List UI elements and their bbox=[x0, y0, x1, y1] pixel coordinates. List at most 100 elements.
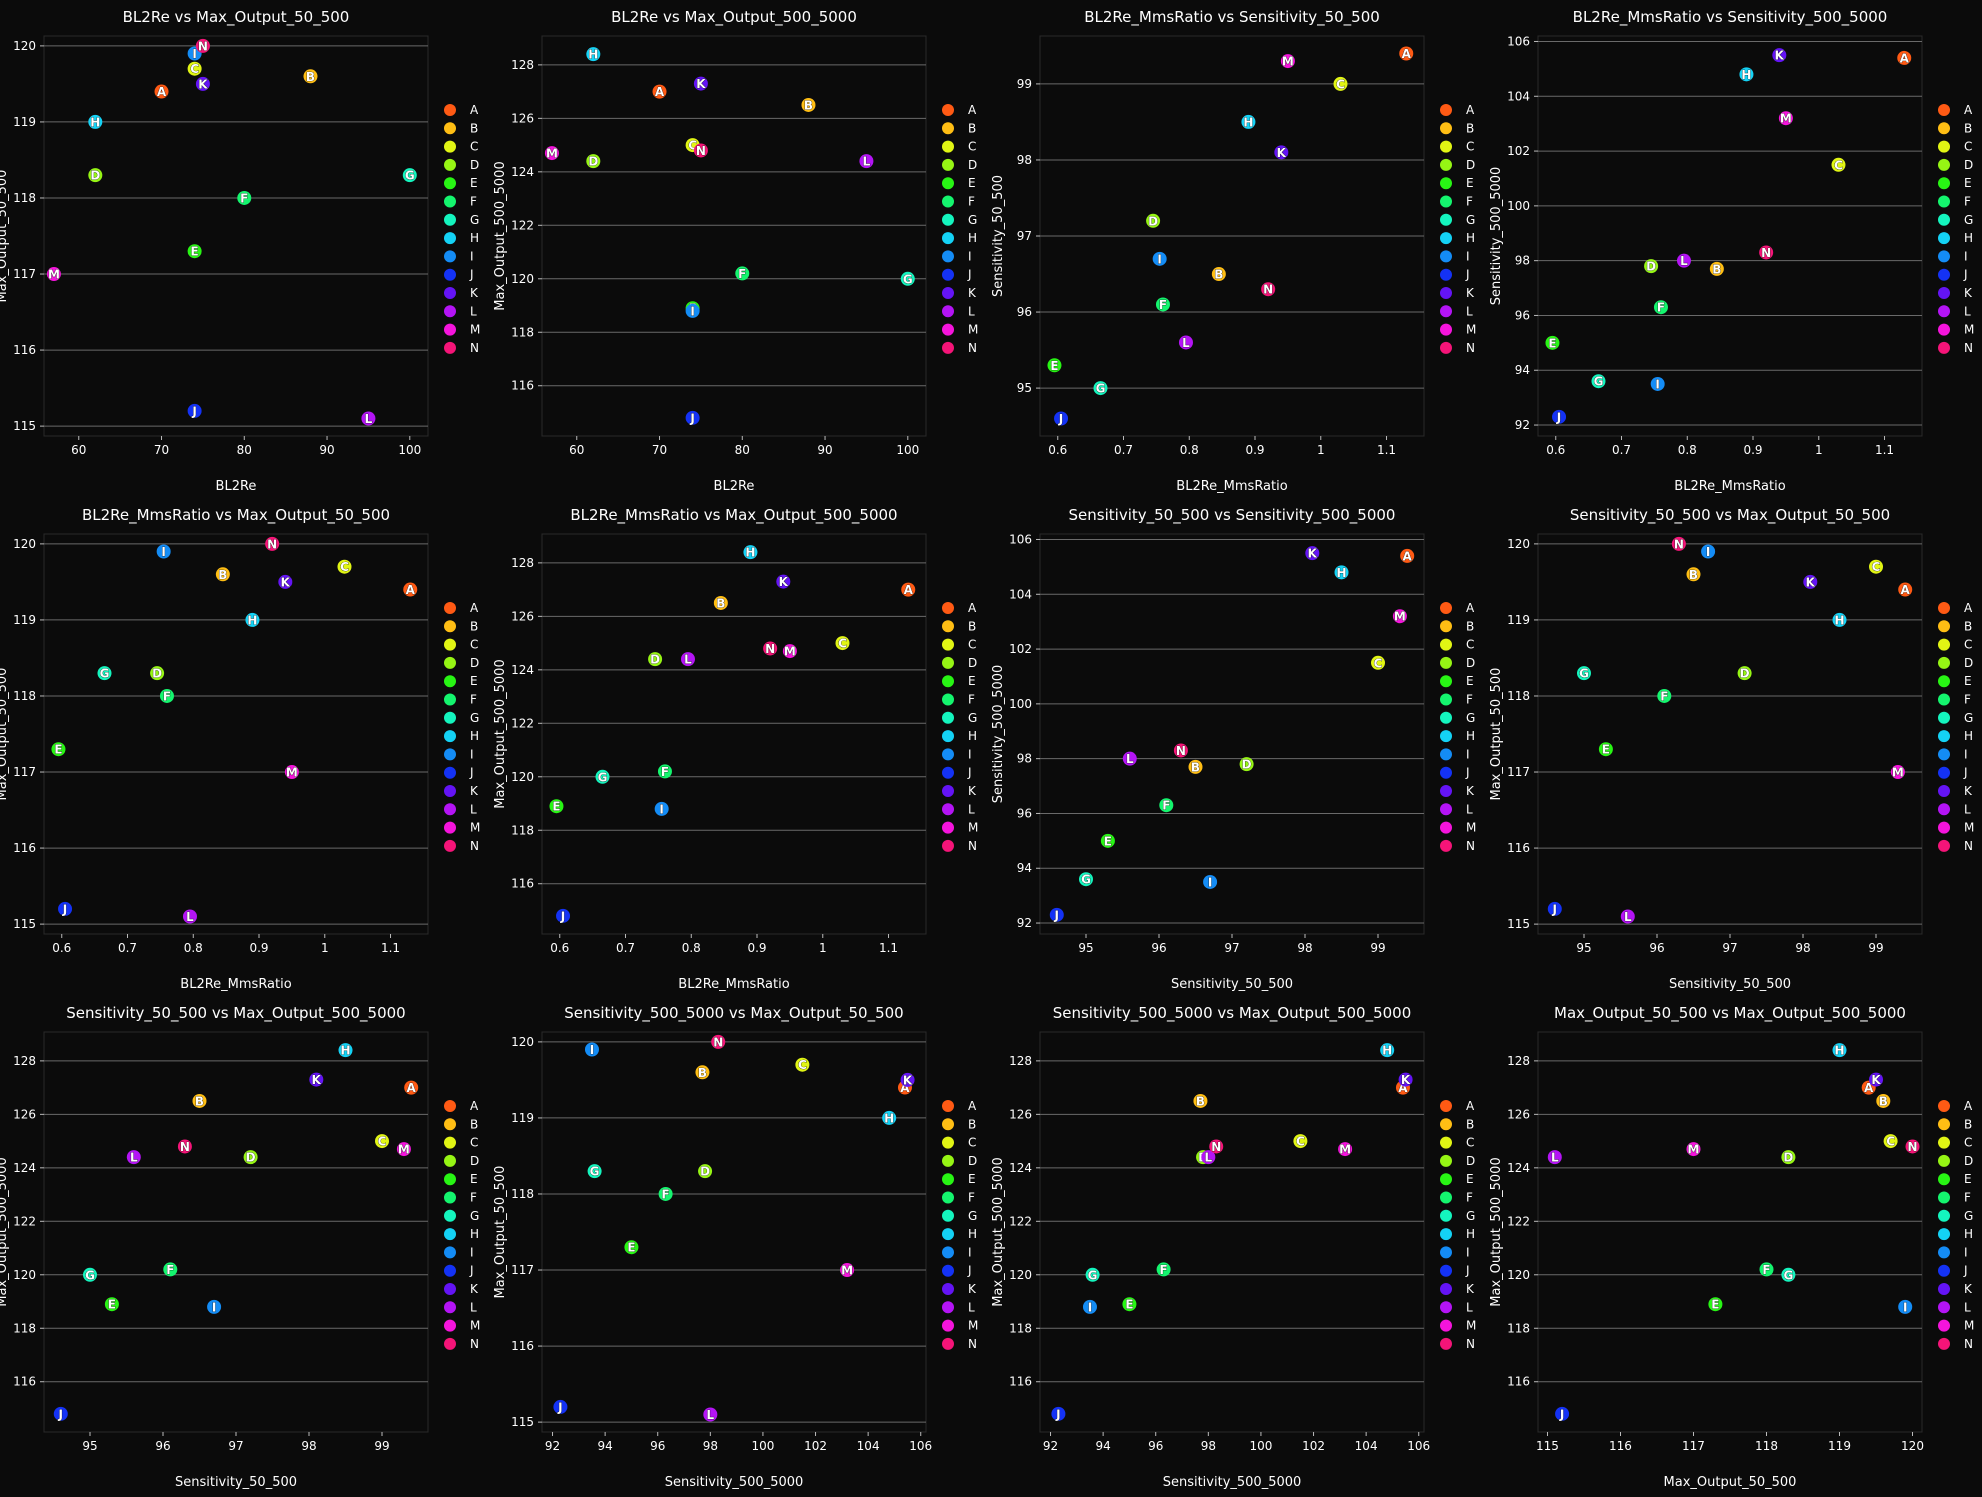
x-tick-label: 115 bbox=[1536, 1439, 1559, 1453]
data-point-i: I bbox=[1898, 1299, 1913, 1315]
legend-marker bbox=[1440, 1209, 1452, 1222]
legend-entry-g: G bbox=[444, 1209, 479, 1223]
legend-label: N bbox=[968, 341, 977, 355]
point-marker bbox=[735, 266, 750, 281]
point-marker bbox=[1552, 409, 1567, 424]
x-tick-label: 0.9 bbox=[747, 941, 766, 955]
point-label: C bbox=[1336, 77, 1345, 91]
subplot-12: Max_Output_50_500 vs Max_Output_500_5000… bbox=[1489, 1004, 1974, 1490]
y-tick-label: 102 bbox=[1009, 642, 1032, 656]
legend-label: E bbox=[968, 176, 976, 190]
point-marker bbox=[1759, 245, 1774, 260]
data-point-f: F bbox=[735, 266, 750, 281]
data-point-j: J bbox=[1547, 901, 1562, 917]
data-point-k: K bbox=[1274, 145, 1289, 160]
point-label: H bbox=[1243, 115, 1253, 129]
y-tick-label: 126 bbox=[13, 1107, 36, 1121]
data-point-k: K bbox=[776, 574, 791, 589]
point-label: L bbox=[1551, 1151, 1559, 1165]
legend-marker bbox=[444, 232, 456, 245]
legend-label: K bbox=[1466, 286, 1475, 300]
legend-label: N bbox=[470, 839, 479, 853]
y-tick-label: 96 bbox=[1017, 305, 1032, 319]
legend-label: L bbox=[1466, 1300, 1473, 1314]
legend-entry-j: J bbox=[1440, 1264, 1470, 1278]
point-label: H bbox=[90, 115, 100, 129]
point-label: G bbox=[1088, 1268, 1098, 1282]
legend-label: D bbox=[968, 1154, 977, 1168]
legend-marker bbox=[444, 268, 456, 281]
legend-entry-c: C bbox=[1440, 638, 1474, 652]
data-point-e: E bbox=[1100, 833, 1115, 849]
data-point-g: G bbox=[1093, 381, 1108, 396]
data-point-m: M bbox=[1778, 111, 1793, 126]
data-point-d: D bbox=[698, 1164, 713, 1179]
point-marker bbox=[1333, 76, 1348, 91]
point-marker bbox=[556, 908, 571, 923]
legend-label: K bbox=[968, 286, 977, 300]
legend-entry-m: M bbox=[444, 821, 480, 835]
point-label: J bbox=[58, 1407, 63, 1421]
legend-entry-i: I bbox=[942, 747, 972, 761]
data-point-h: H bbox=[1832, 612, 1847, 628]
x-tick-label: 1.1 bbox=[1875, 443, 1894, 457]
y-axis-label: Max_Output_500_5000 bbox=[493, 659, 508, 808]
point-label: F bbox=[1660, 689, 1668, 703]
legend-label: M bbox=[1466, 323, 1476, 337]
data-point-n: N bbox=[177, 1139, 192, 1154]
point-marker bbox=[587, 1164, 602, 1179]
legend-entry-a: A bbox=[1440, 103, 1475, 117]
legend-entry-f: F bbox=[1938, 1191, 1971, 1205]
x-tick-label: 98 bbox=[1297, 941, 1312, 955]
legend-marker bbox=[444, 638, 456, 651]
data-point-g: G bbox=[1781, 1267, 1796, 1283]
legend-marker bbox=[1440, 268, 1452, 281]
point-label: F bbox=[1657, 301, 1665, 315]
legend-entry-m: M bbox=[1440, 821, 1476, 835]
point-label: E bbox=[191, 245, 199, 259]
point-marker bbox=[595, 769, 610, 784]
data-point-c: C bbox=[1293, 1134, 1308, 1149]
legend-entry-k: K bbox=[942, 286, 977, 300]
legend-label: M bbox=[968, 1319, 978, 1333]
legend-label: K bbox=[968, 784, 977, 798]
y-tick-label: 96 bbox=[1017, 806, 1032, 820]
legend-label: B bbox=[1466, 121, 1474, 135]
legend-marker bbox=[1938, 122, 1950, 135]
legend-label: D bbox=[1466, 656, 1475, 670]
data-point-g: G bbox=[595, 769, 610, 785]
data-point-k: K bbox=[693, 76, 708, 91]
legend-label: K bbox=[470, 784, 479, 798]
legend-entry-j: J bbox=[1938, 268, 1968, 282]
legend-label: B bbox=[470, 619, 478, 633]
legend-label: I bbox=[1964, 747, 1968, 761]
data-point-a: A bbox=[403, 582, 418, 597]
y-tick-label: 115 bbox=[1507, 917, 1530, 931]
data-point-l: L bbox=[1620, 909, 1635, 924]
legend-label: K bbox=[1964, 784, 1973, 798]
legend-label: D bbox=[968, 656, 977, 670]
legend-entry-h: H bbox=[444, 729, 479, 743]
point-marker bbox=[1869, 559, 1884, 574]
point-label: N bbox=[696, 144, 706, 158]
point-marker bbox=[1644, 259, 1659, 274]
axes-frame bbox=[43, 35, 429, 437]
legend-label: A bbox=[470, 1099, 479, 1113]
axes-frame bbox=[1537, 533, 1923, 935]
point-marker bbox=[782, 644, 797, 659]
subplot-title: Sensitivity_50_500 vs Max_Output_50_500 bbox=[1570, 506, 1890, 525]
data-point-d: D bbox=[1146, 213, 1161, 229]
legend-marker bbox=[1938, 1319, 1950, 1332]
point-marker bbox=[1211, 267, 1226, 282]
legend-entry-g: G bbox=[1938, 213, 1973, 227]
point-label: J bbox=[1058, 412, 1063, 426]
data-point-n: N bbox=[1905, 1139, 1920, 1154]
legend-entry-n: N bbox=[1440, 839, 1475, 853]
legend-label: N bbox=[1466, 1337, 1475, 1351]
y-tick-label: 118 bbox=[13, 191, 36, 205]
x-tick-label: 96 bbox=[1151, 941, 1166, 955]
legend-marker bbox=[1938, 1136, 1950, 1149]
point-marker bbox=[1261, 282, 1276, 297]
